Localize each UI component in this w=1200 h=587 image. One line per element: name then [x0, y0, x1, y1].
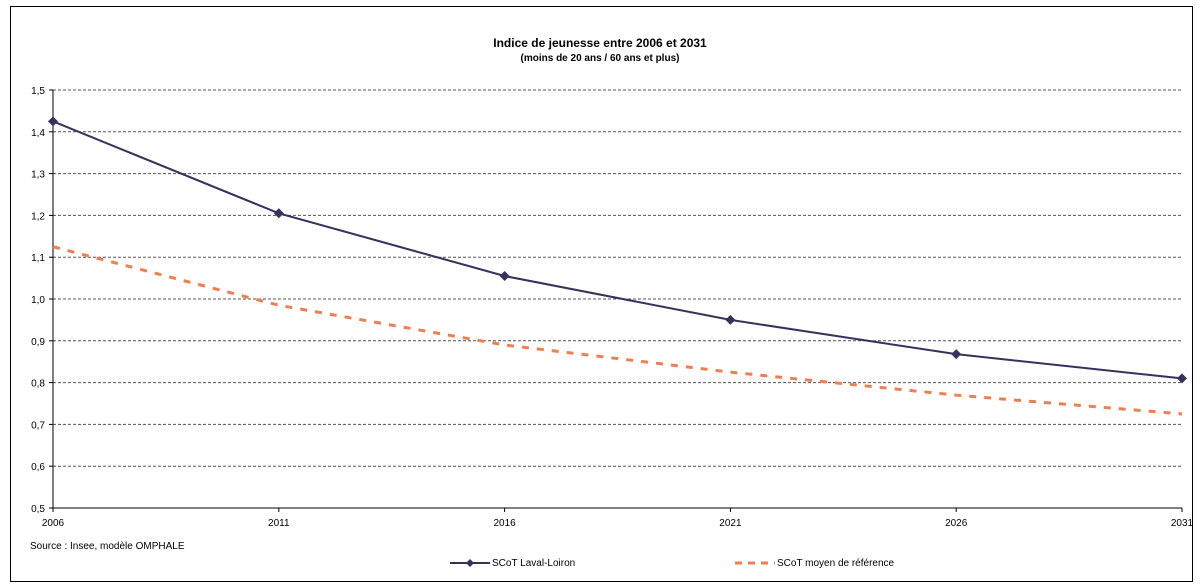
chart-subtitle: (moins de 20 ans / 60 ans et plus) [520, 53, 680, 64]
series-line-1 [52, 245, 1183, 416]
y-tick-label: 1,0 [31, 295, 45, 306]
y-tick-label: 0,7 [31, 420, 45, 431]
legend-item-scot-moyen: SCoT moyen de référence [735, 557, 894, 569]
y-tick-label: 1,3 [31, 170, 45, 181]
x-tick-label: 2011 [268, 518, 290, 529]
legend-label: SCoT moyen de référence [777, 557, 895, 569]
legend-label: SCoT Laval-Loiron [492, 557, 576, 569]
y-tick-label: 0,9 [31, 337, 45, 348]
data-point-marker [1177, 373, 1187, 384]
x-tick-label: 2031 [1171, 518, 1194, 529]
x-tick-label: 2016 [493, 518, 516, 529]
y-tick-label: 1,4 [31, 128, 45, 139]
legend-swatch-dashed [735, 561, 775, 565]
y-tick-label: 1,1 [31, 253, 45, 264]
y-tick-label: 1,2 [31, 211, 45, 222]
x-tick-label: 2026 [945, 518, 968, 529]
series-line-0 [52, 120, 1183, 380]
x-tick-label: 2006 [42, 518, 65, 529]
chart-title: Indice de jeunesse entre 2006 et 2031 [493, 36, 707, 50]
data-point-marker [499, 271, 510, 282]
data-point-marker [273, 208, 284, 219]
y-tick-label: 1,5 [31, 86, 45, 97]
data-point-marker [725, 314, 736, 325]
y-tick-label: 0,5 [31, 504, 45, 515]
chart-source: Source : Insee, modèle OMPHALE [30, 541, 185, 552]
legend-item-laval-loiron: SCoT Laval-Loiron [450, 557, 575, 569]
data-point-marker [48, 116, 58, 127]
x-tick-label: 2021 [719, 518, 742, 529]
chart-legend: SCoT Laval-Loiron SCoT moyen de référenc… [0, 557, 1200, 573]
y-tick-label: 0,8 [31, 379, 45, 390]
y-tick-label: 0,6 [31, 462, 45, 473]
legend-swatch-solid-diamond [450, 559, 490, 567]
data-point-marker [951, 349, 962, 360]
